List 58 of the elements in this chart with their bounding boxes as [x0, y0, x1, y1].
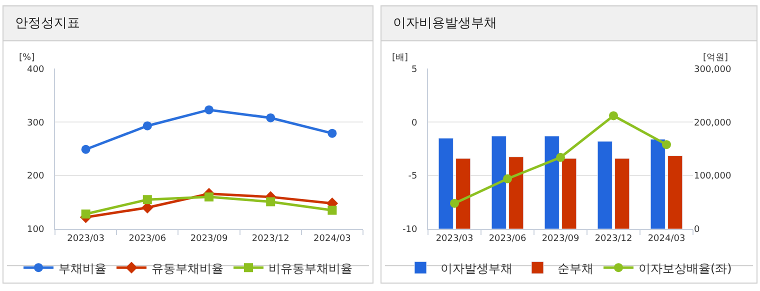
x-tick-label: 2023/06 [128, 234, 166, 244]
y-tick-label: 300 [27, 118, 44, 128]
x-tick-label: 2023/03 [436, 234, 474, 244]
point [204, 192, 214, 202]
y-axis-title: [배] [392, 53, 408, 63]
bar [614, 158, 630, 229]
chart-title: 이자비용발생부채 [393, 16, 497, 31]
y2-tick-label: 0 [694, 225, 700, 236]
legend-label: 부채비율 [58, 261, 106, 276]
bar [668, 156, 683, 229]
y2-tick-label: 200,000 [694, 118, 732, 128]
legend-label: 비유동부채비율 [268, 261, 352, 276]
bar [456, 158, 471, 229]
y-tick-label: 5 [411, 64, 418, 75]
point [556, 152, 565, 162]
y-tick-label: -10 [402, 225, 418, 236]
point [81, 210, 90, 219]
y-axis-title: [%] [19, 53, 35, 63]
y2-axis-title: [억원] [703, 53, 728, 63]
y-tick-label: 400 [27, 64, 44, 75]
y-tick-label: 100 [27, 225, 44, 236]
point [662, 140, 671, 150]
point [266, 113, 276, 122]
point [609, 111, 618, 120]
point [328, 206, 337, 215]
point [328, 128, 337, 138]
x-tick-label: 2023/12 [252, 234, 290, 244]
x-tick-label: 2023/06 [488, 234, 526, 244]
legend-label: 이자보상배율(좌) [638, 261, 732, 276]
bar [544, 136, 560, 229]
point [266, 197, 276, 206]
legend-label: 이자발생부채 [440, 261, 512, 276]
point [142, 121, 152, 130]
x-tick-label: 2024/03 [314, 234, 351, 244]
legend-label: 순부채 [558, 261, 594, 276]
y-tick-label: -5 [408, 172, 418, 182]
bar [562, 158, 577, 229]
bar [491, 136, 506, 229]
x-tick-label: 2023/09 [542, 234, 580, 244]
y2-tick-label: 100,000 [694, 172, 732, 182]
point [204, 105, 214, 114]
bar [650, 138, 666, 229]
bar [438, 138, 454, 229]
chart-title: 안정성지표 [15, 16, 80, 31]
y-tick-label: 0 [411, 118, 418, 128]
bar [508, 156, 524, 229]
y2-tick-label: 300,000 [694, 64, 732, 75]
point [503, 174, 512, 184]
point [81, 144, 90, 154]
x-tick-label: 2023/03 [67, 234, 104, 244]
x-tick-label: 2023/09 [190, 234, 228, 244]
y-tick-label: 200 [27, 172, 44, 182]
x-tick-label: 2024/03 [648, 234, 686, 244]
legend-label: 유동부채비율 [152, 261, 224, 276]
point [142, 195, 152, 204]
bar [597, 141, 612, 229]
x-tick-label: 2023/12 [594, 234, 632, 244]
point [450, 198, 459, 208]
